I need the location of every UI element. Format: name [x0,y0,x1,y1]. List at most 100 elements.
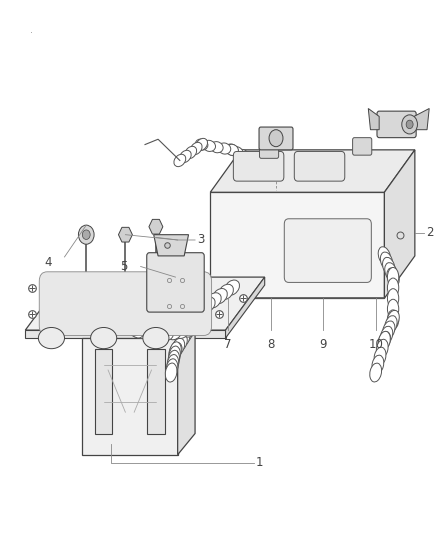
Polygon shape [226,277,265,338]
Text: 10: 10 [368,338,383,351]
Text: 1: 1 [256,456,264,469]
Ellipse shape [388,268,399,287]
Ellipse shape [123,317,137,333]
Circle shape [402,115,417,134]
FancyBboxPatch shape [284,219,371,282]
Polygon shape [178,317,195,455]
Ellipse shape [166,326,181,340]
FancyBboxPatch shape [259,141,279,158]
Ellipse shape [226,144,238,156]
Ellipse shape [177,330,190,348]
Ellipse shape [388,299,399,319]
Ellipse shape [242,152,254,164]
FancyBboxPatch shape [39,272,212,335]
Ellipse shape [168,350,180,369]
Polygon shape [210,192,385,298]
Text: 4: 4 [44,256,51,269]
Ellipse shape [370,363,381,382]
Ellipse shape [128,323,144,337]
Ellipse shape [200,297,215,312]
Ellipse shape [380,252,393,270]
Ellipse shape [179,150,191,163]
Ellipse shape [376,340,388,358]
Ellipse shape [126,320,140,335]
Ellipse shape [203,140,215,151]
Ellipse shape [382,257,395,276]
Ellipse shape [172,338,185,356]
Ellipse shape [194,301,209,317]
Circle shape [406,120,413,128]
Polygon shape [414,109,429,130]
Ellipse shape [237,149,249,161]
Ellipse shape [388,310,399,329]
Ellipse shape [145,327,160,341]
Ellipse shape [184,317,198,335]
Ellipse shape [226,144,238,156]
Text: 5: 5 [120,260,127,273]
Text: 2: 2 [426,226,433,239]
Ellipse shape [173,325,189,338]
Ellipse shape [219,284,233,300]
Ellipse shape [387,310,399,329]
Polygon shape [147,349,165,433]
Ellipse shape [169,343,182,360]
Polygon shape [95,349,113,433]
Ellipse shape [167,354,179,374]
Ellipse shape [380,326,393,345]
Ellipse shape [195,139,208,150]
Ellipse shape [139,326,155,340]
Ellipse shape [218,143,231,154]
Ellipse shape [387,268,399,286]
FancyBboxPatch shape [294,151,345,181]
Polygon shape [165,264,173,327]
Ellipse shape [166,359,178,378]
Text: ·: · [30,28,33,38]
Ellipse shape [119,314,134,330]
Polygon shape [210,150,415,192]
Polygon shape [82,338,178,455]
Ellipse shape [165,363,177,382]
Ellipse shape [182,321,195,339]
Ellipse shape [378,247,391,265]
Text: 8: 8 [268,338,275,351]
Ellipse shape [174,154,186,167]
Ellipse shape [116,312,131,327]
Ellipse shape [378,332,391,350]
Polygon shape [368,109,379,130]
Polygon shape [178,264,185,327]
Ellipse shape [211,142,223,153]
Ellipse shape [212,288,227,304]
Ellipse shape [174,334,187,352]
Ellipse shape [170,342,181,361]
Ellipse shape [248,155,260,166]
Ellipse shape [372,355,384,374]
Polygon shape [25,330,226,338]
FancyBboxPatch shape [233,151,284,181]
FancyBboxPatch shape [377,111,416,138]
Ellipse shape [185,147,197,159]
Ellipse shape [225,280,240,295]
Ellipse shape [150,328,166,342]
Ellipse shape [143,327,169,349]
Text: 9: 9 [320,338,327,351]
Ellipse shape [129,322,144,338]
Ellipse shape [382,321,395,340]
Ellipse shape [39,327,64,349]
Circle shape [269,130,283,147]
Ellipse shape [388,289,399,308]
Ellipse shape [190,309,203,326]
FancyBboxPatch shape [147,253,204,312]
Ellipse shape [179,326,192,343]
FancyBboxPatch shape [259,127,293,150]
Circle shape [82,230,90,239]
Ellipse shape [190,142,202,155]
Ellipse shape [385,263,397,281]
Polygon shape [154,235,188,256]
Text: 3: 3 [197,233,205,246]
Ellipse shape [385,316,397,334]
Ellipse shape [231,147,244,158]
Ellipse shape [150,328,166,342]
Ellipse shape [388,278,399,297]
Ellipse shape [196,139,208,151]
Ellipse shape [158,327,173,341]
